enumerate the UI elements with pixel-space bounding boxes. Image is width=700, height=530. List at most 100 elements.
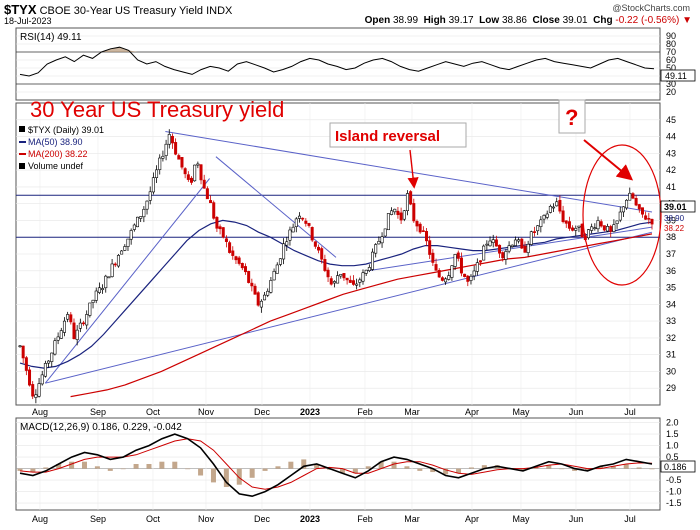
macd-hist-bar xyxy=(623,464,629,469)
price-tick-label: 37 xyxy=(666,249,676,259)
price-candle-body xyxy=(542,215,546,220)
price-candle-body xyxy=(599,221,603,227)
price-candle-body xyxy=(120,250,124,255)
price-candle-body xyxy=(494,239,498,247)
macd-frame xyxy=(15,417,661,511)
rsi-tick-label: 20 xyxy=(666,87,676,97)
price-candle-body xyxy=(62,320,66,333)
price-candle-body xyxy=(402,210,406,220)
price-candle-body xyxy=(418,223,422,233)
macd-hist-bar xyxy=(262,468,268,471)
macd-hist-bar xyxy=(159,461,165,469)
macd-hist-bar xyxy=(146,464,152,469)
ticker-symbol: $TYX xyxy=(4,2,37,17)
price-candle-body xyxy=(548,205,552,213)
rsi-tick-label: 70 xyxy=(666,47,676,57)
macd-hist-bar xyxy=(120,468,126,470)
macd-hist-bar xyxy=(391,461,397,469)
instrument-name: CBOE 30-Year US Treasury Yield INDX xyxy=(39,5,233,17)
price-candle-body xyxy=(555,201,559,207)
question-annotation: ? xyxy=(565,105,578,130)
chart-title-line: $TYX CBOE 30-Year US Treasury Yield INDX xyxy=(4,2,232,17)
price-candle-body xyxy=(650,218,654,225)
legend-price: $TYX (Daily) 39.01 xyxy=(28,125,104,135)
price-candle-body xyxy=(644,215,648,220)
price-candle-body xyxy=(234,256,238,261)
price-candle-body xyxy=(498,244,502,254)
price-candle-body xyxy=(501,252,505,259)
price-candle-body xyxy=(31,384,35,397)
price-candle-body xyxy=(561,210,565,222)
trend-line xyxy=(215,156,337,258)
price-candle-body xyxy=(145,200,149,210)
macd-hist-bar xyxy=(172,461,178,469)
low-value: 38.86 xyxy=(501,15,527,26)
macd-x-label: Aug xyxy=(32,514,48,524)
high-label: High xyxy=(423,15,446,26)
price-candle-body xyxy=(463,273,467,277)
price-candle-body xyxy=(532,231,536,233)
price-candle-body xyxy=(526,243,530,253)
price-candle-body xyxy=(164,143,168,156)
price-tick-label: 33 xyxy=(666,316,676,326)
price-candle-body xyxy=(351,280,355,285)
legend-swatch-price xyxy=(19,126,25,132)
price-candle-body xyxy=(615,220,619,225)
price-candle-body xyxy=(332,281,336,284)
price-candle-body xyxy=(364,269,368,274)
macd-x-label: Dec xyxy=(254,514,271,524)
open-value: 38.99 xyxy=(392,15,419,26)
price-candle-body xyxy=(606,226,610,232)
macd-hist-bar xyxy=(520,468,526,471)
macd-hist-bar xyxy=(468,467,474,469)
macd-hist-bar xyxy=(185,468,191,470)
macd-hist-bar xyxy=(56,464,62,469)
price-candle-body xyxy=(107,276,111,279)
price-candle-body xyxy=(297,215,301,219)
price-x-label: 2023 xyxy=(300,407,320,417)
close-label: Close xyxy=(532,15,560,26)
price-candle-body xyxy=(612,224,616,232)
price-candle-body xyxy=(412,203,416,222)
price-candle-body xyxy=(371,251,375,270)
price-grid xyxy=(16,103,660,405)
macd-hist-bar xyxy=(365,466,371,469)
price-candle-body xyxy=(126,238,130,247)
price-candle-body xyxy=(453,254,457,267)
price-candle-body xyxy=(228,242,232,253)
rsi-tick-label: 50 xyxy=(666,63,676,73)
price-candle-body xyxy=(361,272,365,282)
price-candle-body xyxy=(243,266,247,273)
macd-last-value: 0.186 xyxy=(664,462,687,472)
price-legend: $TYX (Daily) 39.01 MA(50) 38.90 MA(200) … xyxy=(19,125,104,171)
macd-hist-bar xyxy=(30,468,36,473)
chg-value: -0.22 (-0.56%) xyxy=(615,15,680,26)
price-candle-body xyxy=(631,193,635,199)
price-candle-body xyxy=(177,155,181,160)
price-candle-body xyxy=(53,340,57,355)
price-candle-body xyxy=(434,264,438,271)
macd-x-label: Jul xyxy=(624,514,636,524)
price-candle-body xyxy=(97,287,101,293)
price-candle-body xyxy=(491,239,495,243)
macd-hist-bar xyxy=(378,461,384,469)
macd-hist-bar xyxy=(559,468,565,470)
price-candle-body xyxy=(539,219,543,227)
price-candle-body xyxy=(88,302,92,316)
price-candle-body xyxy=(139,216,143,219)
price-candle-body xyxy=(520,238,524,249)
price-candle-body xyxy=(602,225,606,231)
price-candle-body xyxy=(637,204,641,210)
price-candle-body xyxy=(47,360,51,364)
price-candle-body xyxy=(263,294,267,301)
ma200-line xyxy=(70,233,653,398)
price-candle-body xyxy=(593,227,597,230)
macd-x-label: Jun xyxy=(569,514,584,524)
macd-x-label: Oct xyxy=(146,514,161,524)
price-candle-body xyxy=(155,169,159,178)
legend-volume: Volume undef xyxy=(28,161,84,171)
price-x-label: Oct xyxy=(146,407,161,417)
price-candle-body xyxy=(339,273,343,277)
price-tick-label: 43 xyxy=(666,148,676,158)
